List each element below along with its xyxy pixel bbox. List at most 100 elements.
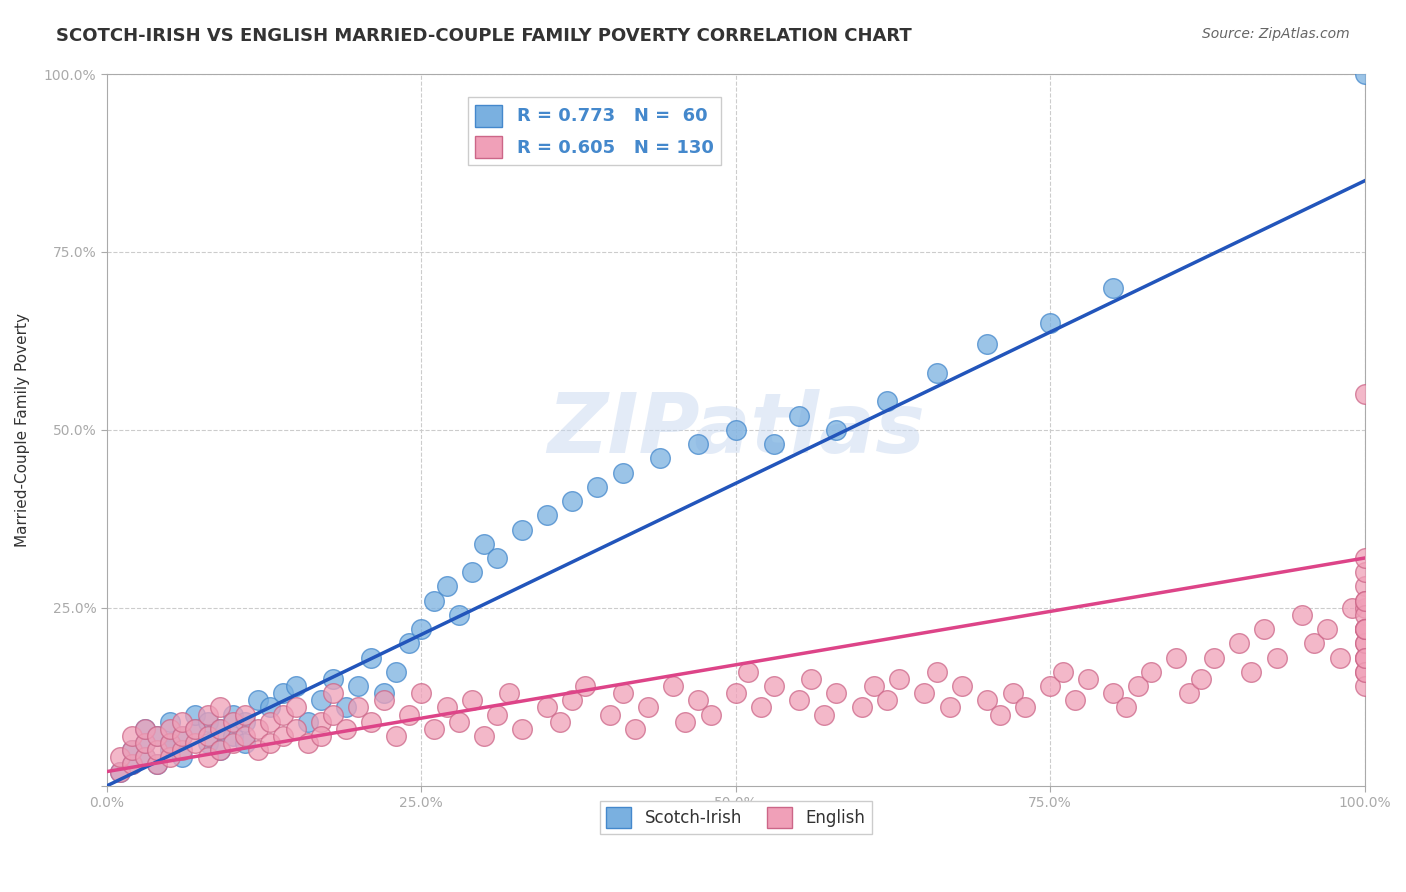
- Point: [510, 523, 533, 537]
- Point: [1354, 622, 1376, 636]
- Point: [108, 764, 131, 779]
- Point: [548, 714, 571, 729]
- Point: [259, 736, 281, 750]
- Point: [1354, 665, 1376, 679]
- Point: [1303, 636, 1326, 650]
- Point: [536, 508, 558, 523]
- Point: [209, 722, 232, 736]
- Point: [800, 672, 823, 686]
- Point: [536, 700, 558, 714]
- Point: [1102, 280, 1125, 294]
- Point: [449, 714, 471, 729]
- Point: [436, 700, 458, 714]
- Point: [1077, 672, 1099, 686]
- Point: [1354, 679, 1376, 693]
- Point: [1354, 622, 1376, 636]
- Point: [172, 729, 194, 743]
- Point: [209, 743, 232, 757]
- Point: [624, 722, 647, 736]
- Point: [423, 722, 446, 736]
- Point: [209, 700, 232, 714]
- Point: [787, 409, 810, 423]
- Point: [485, 707, 508, 722]
- Point: [825, 423, 848, 437]
- Point: [184, 736, 207, 750]
- Point: [925, 665, 948, 679]
- Point: [460, 566, 482, 580]
- Point: [762, 437, 785, 451]
- Point: [146, 743, 169, 757]
- Point: [134, 750, 156, 764]
- Point: [1052, 665, 1074, 679]
- Point: [1354, 622, 1376, 636]
- Point: [411, 686, 433, 700]
- Point: [976, 337, 998, 351]
- Point: [159, 736, 181, 750]
- Point: [1354, 650, 1376, 665]
- Point: [976, 693, 998, 707]
- Point: [876, 394, 898, 409]
- Point: [159, 714, 181, 729]
- Point: [1354, 665, 1376, 679]
- Point: [360, 650, 382, 665]
- Point: [146, 729, 169, 743]
- Point: [1240, 665, 1263, 679]
- Point: [1164, 650, 1187, 665]
- Point: [675, 714, 697, 729]
- Point: [159, 743, 181, 757]
- Point: [209, 722, 232, 736]
- Point: [813, 707, 835, 722]
- Point: [197, 736, 219, 750]
- Point: [938, 700, 960, 714]
- Point: [108, 764, 131, 779]
- Point: [233, 736, 256, 750]
- Point: [385, 665, 408, 679]
- Point: [146, 757, 169, 772]
- Point: [134, 750, 156, 764]
- Point: [134, 722, 156, 736]
- Point: [1354, 622, 1376, 636]
- Point: [1202, 650, 1225, 665]
- Point: [1354, 566, 1376, 580]
- Point: [222, 714, 245, 729]
- Point: [586, 480, 609, 494]
- Point: [472, 729, 495, 743]
- Point: [851, 700, 873, 714]
- Point: [1253, 622, 1275, 636]
- Point: [121, 757, 143, 772]
- Point: [724, 686, 747, 700]
- Point: [284, 722, 307, 736]
- Point: [574, 679, 596, 693]
- Point: [1102, 686, 1125, 700]
- Point: [271, 707, 294, 722]
- Point: [121, 729, 143, 743]
- Point: [1354, 593, 1376, 607]
- Point: [889, 672, 911, 686]
- Point: [637, 700, 659, 714]
- Point: [360, 714, 382, 729]
- Point: [197, 707, 219, 722]
- Point: [159, 750, 181, 764]
- Point: [749, 700, 772, 714]
- Point: [1354, 636, 1376, 650]
- Point: [159, 722, 181, 736]
- Point: [925, 366, 948, 380]
- Point: [737, 665, 759, 679]
- Point: [411, 622, 433, 636]
- Point: [309, 729, 332, 743]
- Point: [1316, 622, 1339, 636]
- Point: [284, 700, 307, 714]
- Point: [863, 679, 886, 693]
- Point: [561, 693, 583, 707]
- Point: [134, 736, 156, 750]
- Point: [612, 466, 634, 480]
- Point: [561, 494, 583, 508]
- Point: [1354, 580, 1376, 594]
- Point: [1291, 607, 1313, 622]
- Point: [398, 707, 420, 722]
- Text: Source: ZipAtlas.com: Source: ZipAtlas.com: [1202, 27, 1350, 41]
- Point: [222, 729, 245, 743]
- Point: [271, 729, 294, 743]
- Point: [121, 743, 143, 757]
- Point: [1189, 672, 1212, 686]
